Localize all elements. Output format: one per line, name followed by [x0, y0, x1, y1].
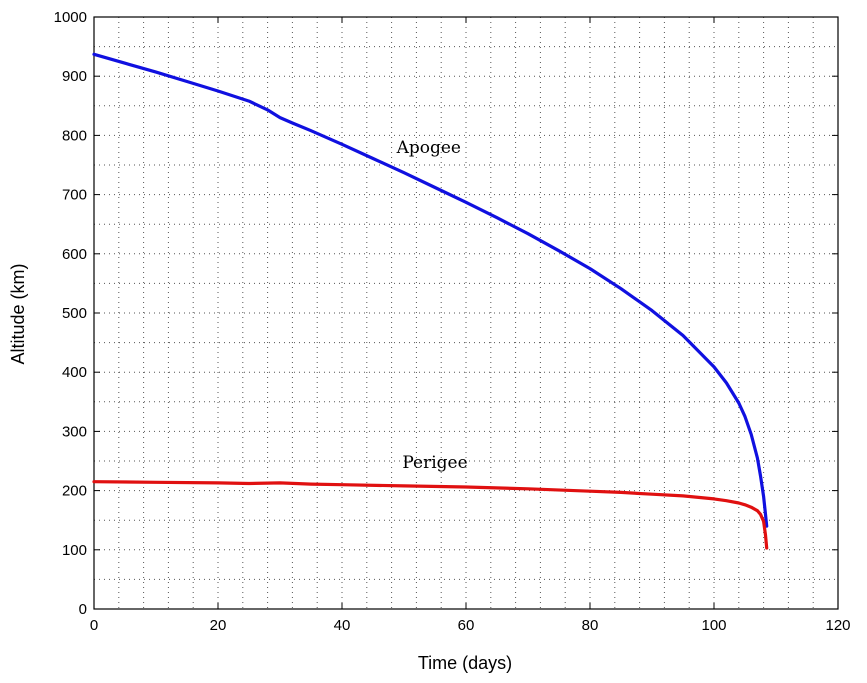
axes — [93, 16, 839, 610]
grid — [94, 17, 838, 609]
x-tick-label: 80 — [582, 617, 599, 634]
x-tick-label: 40 — [334, 617, 351, 634]
y-tick-label: 0 — [79, 601, 87, 618]
tick-labels: 0 20 40 60 80 100 120 0 100 200 300 400 500 600 700 800… — [54, 9, 851, 634]
y-tick-label: 1000 — [54, 9, 87, 26]
x-tick-label: 100 — [701, 617, 726, 634]
x-tick-label: 60 — [458, 617, 475, 634]
y-tick-label: 600 — [62, 246, 87, 263]
series-line-apogee — [92, 52, 769, 528]
series-lines — [92, 52, 769, 550]
y-tick-label: 500 — [62, 305, 87, 322]
y-axis-label: Altitude (km) — [8, 263, 28, 364]
y-tick-label: 400 — [62, 364, 87, 381]
annotation-perigee: Perigee — [402, 453, 467, 473]
y-tick-label: 200 — [62, 483, 87, 500]
y-tick-label: 900 — [62, 68, 87, 85]
x-tick-label: 120 — [825, 617, 850, 634]
y-tick-label: 300 — [62, 423, 87, 440]
annotation-apogee: Apogee — [396, 138, 461, 158]
y-tick-label: 700 — [62, 187, 87, 204]
annotations: Apogee Perigee — [396, 138, 468, 473]
y-tick-label: 100 — [62, 542, 87, 559]
series-line-perigee — [92, 480, 769, 550]
x-tick-label: 20 — [210, 617, 227, 634]
x-axis-label: Time (days) — [418, 653, 512, 673]
y-tick-label: 800 — [62, 127, 87, 144]
x-tick-label: 0 — [90, 617, 98, 634]
